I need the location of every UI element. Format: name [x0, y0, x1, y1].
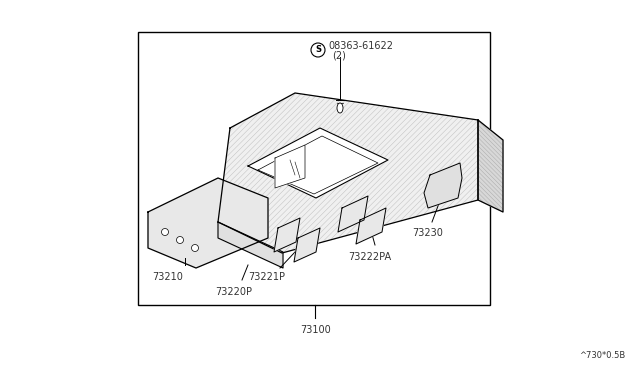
Polygon shape — [148, 178, 268, 268]
Text: S: S — [315, 45, 321, 55]
Circle shape — [161, 228, 168, 235]
Polygon shape — [274, 218, 300, 252]
Text: 73100: 73100 — [300, 325, 331, 335]
Circle shape — [191, 244, 198, 251]
Polygon shape — [424, 163, 462, 208]
Circle shape — [311, 43, 325, 57]
Polygon shape — [218, 222, 283, 268]
Text: ^730*0.5B: ^730*0.5B — [579, 351, 625, 360]
Ellipse shape — [337, 103, 343, 113]
Text: (2): (2) — [332, 50, 346, 60]
Text: 73220P: 73220P — [215, 287, 252, 297]
Polygon shape — [218, 93, 478, 253]
Text: 73210: 73210 — [152, 272, 183, 282]
Text: 73221P: 73221P — [248, 272, 285, 282]
Polygon shape — [338, 196, 368, 232]
Bar — [138, 32, 490, 305]
Circle shape — [177, 237, 184, 244]
Polygon shape — [294, 228, 320, 262]
Text: 73222PA: 73222PA — [348, 252, 391, 262]
Text: 73230: 73230 — [412, 228, 443, 238]
Polygon shape — [275, 145, 305, 188]
Polygon shape — [356, 208, 386, 244]
Polygon shape — [248, 128, 388, 198]
Text: 08363-61622: 08363-61622 — [328, 41, 393, 51]
Polygon shape — [478, 120, 503, 212]
